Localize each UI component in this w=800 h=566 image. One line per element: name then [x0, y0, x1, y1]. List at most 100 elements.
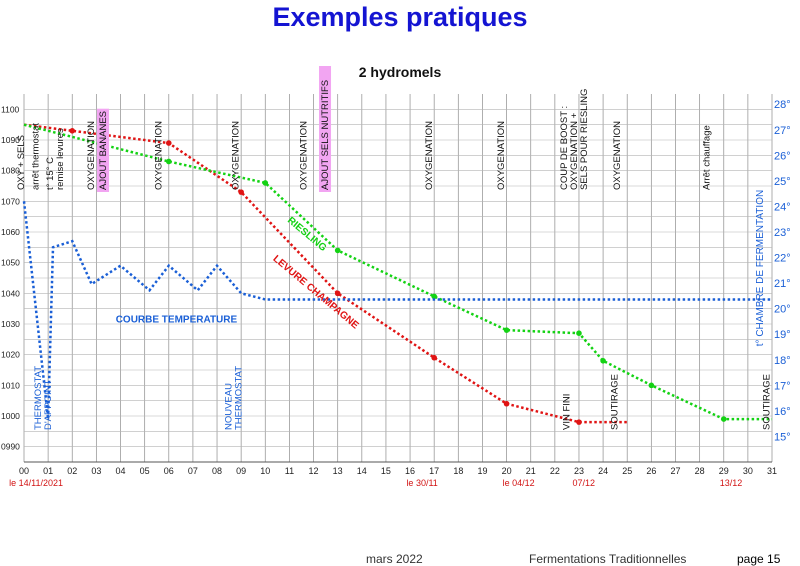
data-point [600, 358, 606, 364]
x-tick-label: 06 [164, 466, 174, 476]
series-label: RIESLING [285, 215, 328, 254]
annotation-label: OXYGENATION [154, 121, 165, 190]
x-tick-label: 30 [743, 466, 753, 476]
annotation-label: THERMOSTAT [33, 366, 44, 430]
x-tick-label: 13 [333, 466, 343, 476]
data-point [431, 293, 437, 300]
y-left-tick-label: 1070 [1, 196, 20, 206]
y-right-tick-label: 28° [774, 99, 791, 111]
x-tick-label: 15 [381, 466, 391, 476]
annotation-label: SELS POUR RIESLING [579, 89, 590, 190]
data-point [431, 354, 437, 361]
x-tick-label: 08 [212, 466, 222, 476]
y-right-tick-label: 15° [774, 431, 791, 443]
x-tick-label: 07 [188, 466, 198, 476]
x-tick-label: 10 [260, 466, 270, 476]
data-point [648, 382, 655, 389]
series-label: LEVURE CHAMPAGNE [271, 253, 361, 331]
series-line [23, 123, 772, 421]
x-tick-label: 17 [429, 466, 439, 476]
x-tick-label: 31 [767, 466, 777, 476]
x-tick-label: 09 [236, 466, 246, 476]
y-left-tick-label: 1030 [1, 319, 20, 329]
x-tick-label: 12 [309, 466, 319, 476]
x-tick-label: 03 [91, 466, 101, 476]
annotation-highlight [97, 108, 110, 192]
x-tick-label: 05 [140, 466, 150, 476]
data-point [165, 140, 172, 146]
data-point [262, 180, 269, 186]
date-label: le 14/11/2021 [9, 478, 63, 488]
x-tick-label: 14 [357, 466, 367, 476]
data-point [334, 290, 341, 297]
x-tick-label: 02 [67, 466, 77, 476]
data-point [720, 416, 727, 422]
y-left-tick-label: 1060 [1, 227, 20, 237]
date-label: le 30/11 [406, 478, 437, 488]
y-right-tick-label: 24° [774, 201, 791, 213]
y-right-tick-label: 16° [774, 406, 791, 418]
annotation-label: OXYGENATION [496, 121, 507, 190]
x-tick-label: 20 [502, 466, 512, 476]
data-point [238, 189, 244, 195]
x-tick-label: 21 [526, 466, 536, 476]
annotation-label: OXYGENATION + [569, 112, 580, 190]
chart-subtitle: 2 hydromels [358, 64, 442, 80]
annotation-label: OXYGENATION [86, 121, 97, 190]
x-tick-label: 24 [598, 466, 608, 476]
y-right-tick-label: 21° [774, 278, 791, 290]
y-right-tick-label: 25° [774, 176, 791, 188]
data-point [334, 247, 341, 254]
data-point [69, 128, 76, 134]
data-point [503, 327, 510, 333]
annotation-label: Arrêt chauffage [701, 125, 712, 190]
y-right-tick-label: 22° [774, 253, 791, 265]
annotation-label: OXYGENATION [231, 121, 242, 190]
annotation-label: t° 15° C [45, 157, 56, 190]
y-left-tick-label: 1090 [1, 135, 20, 145]
date-label: 13/12 [720, 478, 743, 488]
annotation-label: OXYGENATION [298, 121, 309, 190]
annotation-label: remise levures [55, 128, 66, 190]
annotation-label: D'APPOINT [43, 379, 54, 430]
series-line [22, 201, 772, 420]
y-left-tick-label: 1040 [1, 288, 20, 298]
y-left-tick-label: 1080 [1, 166, 20, 176]
date-label: le 04/12 [503, 478, 535, 488]
y-right-tick-label: 23° [774, 227, 791, 239]
x-tick-label: 00 [19, 466, 29, 476]
annotation-label: arrêt thermostat [30, 123, 41, 190]
y-left-tick-label: 1000 [1, 411, 20, 421]
y-right-tick-label: 27° [774, 125, 791, 137]
annotation-label: SOUTIRAGE [610, 374, 621, 430]
annotation-label: AJOUT BANANES [98, 111, 109, 190]
y-right-tick-label: 26° [774, 150, 791, 162]
footer-date: mars 2022 [366, 552, 423, 566]
x-tick-label: 16 [405, 466, 415, 476]
y-left-tick-label: 1100 [1, 104, 20, 114]
annotation-label: OXYGENATION [424, 121, 435, 190]
annotation-label: AJOUT SELS NUTRITIFS [320, 80, 331, 190]
x-tick-label: 01 [43, 466, 53, 476]
x-tick-label: 23 [574, 466, 584, 476]
x-tick-label: 25 [622, 466, 632, 476]
x-tick-label: 26 [646, 466, 656, 476]
y-right-tick-label: 17° [774, 380, 791, 392]
annotation-label: SOUTIRAGE [762, 374, 773, 430]
data-point [576, 330, 582, 337]
data-point [165, 158, 172, 165]
y-right-tick-label: 19° [774, 329, 791, 341]
y-right-tick-label: 20° [774, 304, 791, 316]
y-left-tick-label: 1050 [1, 258, 20, 268]
y-left-tick-label: 1010 [1, 380, 20, 390]
data-point [576, 419, 582, 425]
annotation-label: THERMOSTAT [234, 366, 245, 430]
x-tick-label: 19 [477, 466, 487, 476]
page-title: Exemples pratiques [272, 2, 528, 32]
date-label: 07/12 [573, 478, 596, 488]
data-point [503, 400, 510, 407]
x-tick-label: 27 [670, 466, 680, 476]
y-right-axis-label: t° CHAMBRE DE FERMENTATION [755, 190, 766, 346]
annotation-highlight [319, 66, 332, 192]
